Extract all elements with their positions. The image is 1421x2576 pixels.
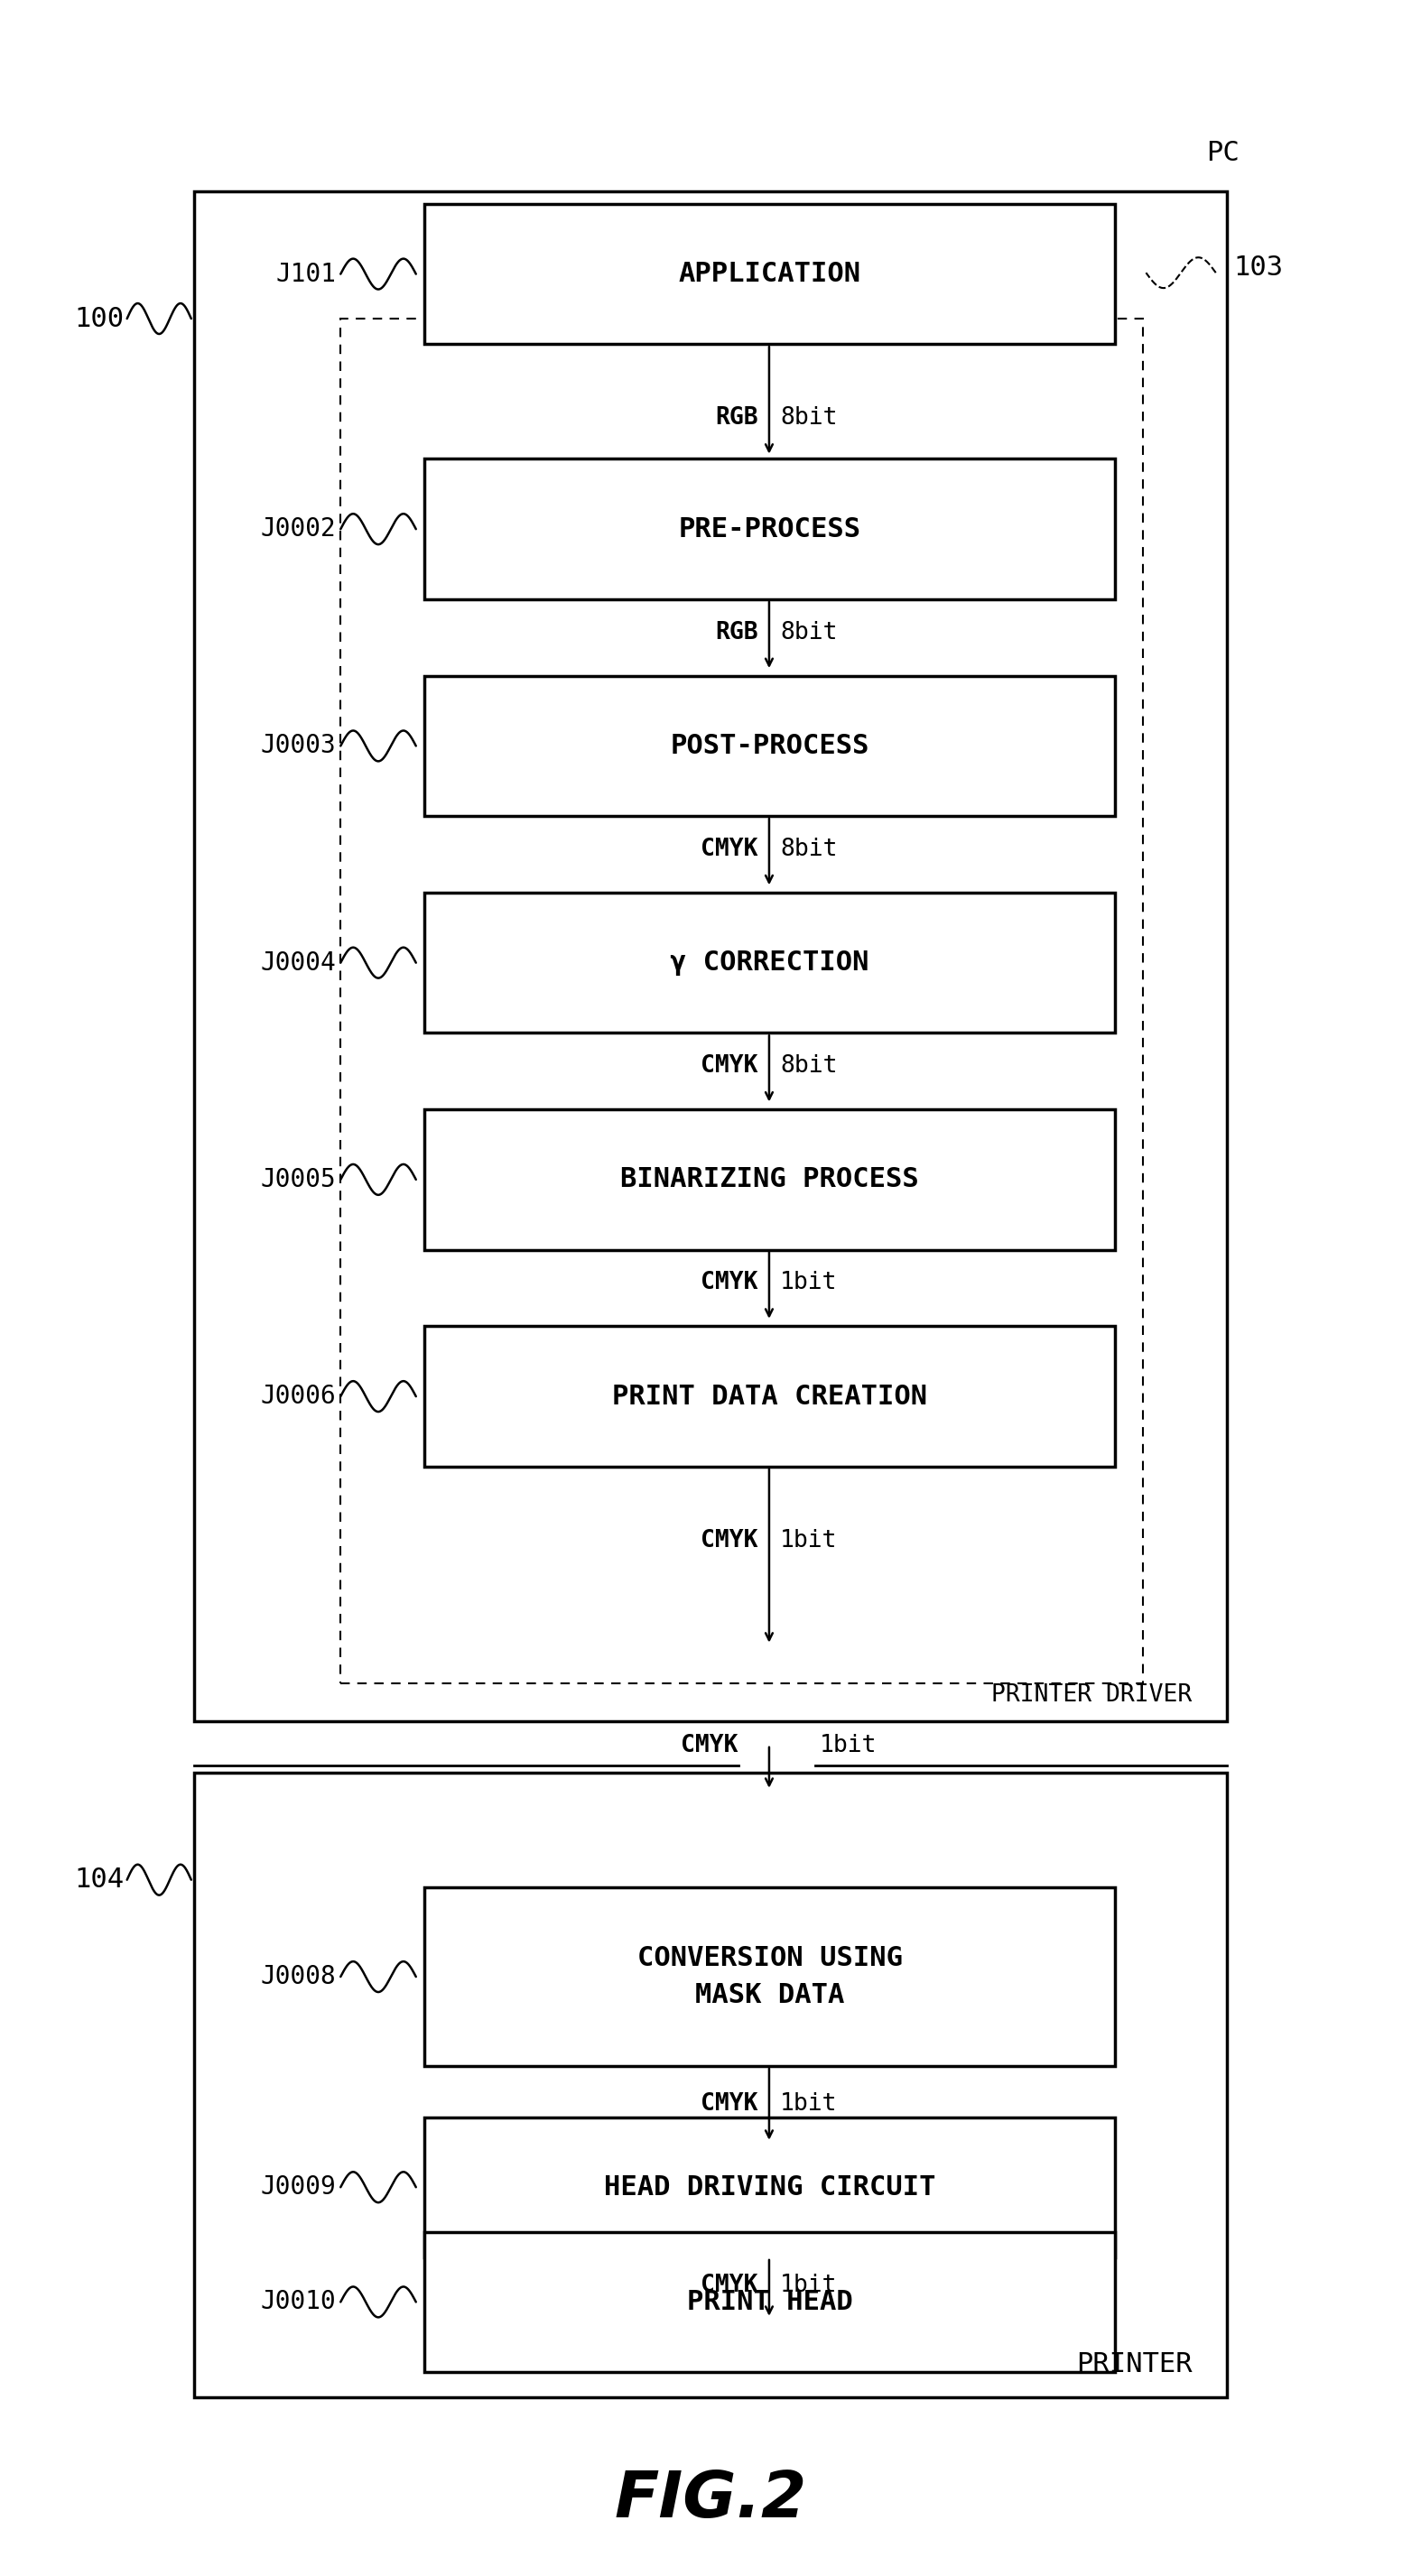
Text: 8bit: 8bit [780, 837, 837, 860]
Bar [425, 1327, 1115, 1466]
Text: γ CORRECTION: γ CORRECTION [671, 951, 870, 976]
Text: CMYK: CMYK [701, 1054, 757, 1077]
Text: PRINT DATA CREATION: PRINT DATA CREATION [612, 1383, 928, 1409]
Text: J0004: J0004 [261, 951, 337, 976]
Bar [425, 2231, 1115, 2372]
Text: RGB: RGB [715, 621, 757, 644]
Text: CMYK: CMYK [701, 1528, 757, 1553]
Text: 1bit: 1bit [820, 1734, 877, 1757]
Text: RGB: RGB [715, 407, 757, 430]
Text: HEAD DRIVING CIRCUIT: HEAD DRIVING CIRCUIT [604, 2174, 935, 2200]
Text: 103: 103 [1233, 255, 1283, 281]
Text: FIG.2: FIG.2 [614, 2468, 807, 2530]
Bar [425, 459, 1115, 600]
Text: 8bit: 8bit [780, 621, 837, 644]
Text: J0009: J0009 [261, 2174, 337, 2200]
Text: J0002: J0002 [261, 515, 337, 541]
Bar [195, 191, 1226, 1721]
Text: CMYK: CMYK [701, 1270, 757, 1296]
Text: J0008: J0008 [261, 1963, 337, 1989]
Bar [425, 2117, 1115, 2257]
Text: CMYK: CMYK [701, 837, 757, 860]
Text: PC: PC [1206, 139, 1239, 165]
Text: PRINTER DRIVER: PRINTER DRIVER [992, 1682, 1192, 1708]
Text: J0010: J0010 [261, 2290, 337, 2316]
Text: J0003: J0003 [261, 734, 337, 757]
Text: POST-PROCESS: POST-PROCESS [671, 732, 870, 760]
Bar [425, 675, 1115, 817]
Text: 8bit: 8bit [780, 407, 837, 430]
Text: CMYK: CMYK [681, 1734, 739, 1757]
Text: APPLICATION: APPLICATION [679, 260, 861, 286]
Text: 8bit: 8bit [780, 1054, 837, 1077]
Text: J101: J101 [276, 260, 337, 286]
Bar [425, 1110, 1115, 1249]
Text: 1bit: 1bit [780, 1528, 837, 1553]
Bar [341, 319, 1144, 1682]
Bar [425, 1888, 1115, 2066]
Text: CONVERSION USING
MASK DATA: CONVERSION USING MASK DATA [637, 1945, 902, 2009]
Text: CMYK: CMYK [701, 2275, 757, 2298]
Bar [425, 204, 1115, 345]
Bar [195, 1772, 1226, 2398]
Text: J0005: J0005 [261, 1167, 337, 1193]
Text: 1bit: 1bit [780, 2092, 837, 2115]
Text: PRE-PROCESS: PRE-PROCESS [679, 515, 861, 541]
Text: PRINT HEAD: PRINT HEAD [686, 2290, 853, 2316]
Text: J0006: J0006 [261, 1383, 337, 1409]
Text: 104: 104 [74, 1868, 124, 1893]
Text: PRINTER: PRINTER [1076, 2352, 1192, 2378]
Text: 1bit: 1bit [780, 2275, 837, 2298]
Bar [425, 894, 1115, 1033]
Text: 1bit: 1bit [780, 1270, 837, 1296]
Text: BINARIZING PROCESS: BINARIZING PROCESS [621, 1167, 919, 1193]
Text: 100: 100 [74, 307, 124, 332]
Text: CMYK: CMYK [701, 2092, 757, 2115]
